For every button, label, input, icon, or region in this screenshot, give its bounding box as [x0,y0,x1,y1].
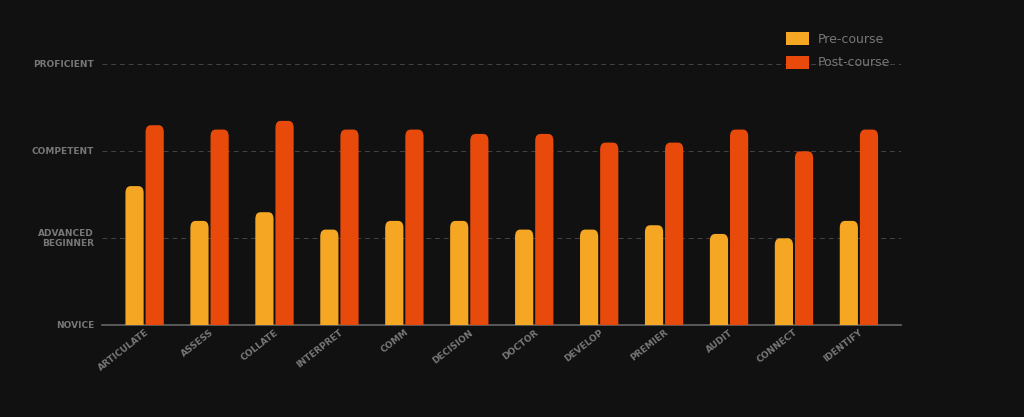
FancyBboxPatch shape [665,143,683,332]
FancyBboxPatch shape [536,134,553,332]
FancyBboxPatch shape [795,151,813,332]
FancyBboxPatch shape [580,230,598,332]
FancyBboxPatch shape [275,121,294,332]
FancyBboxPatch shape [515,230,534,332]
FancyBboxPatch shape [645,225,664,332]
FancyBboxPatch shape [710,234,728,332]
FancyBboxPatch shape [211,130,228,332]
FancyBboxPatch shape [860,130,878,332]
FancyBboxPatch shape [840,221,858,332]
FancyBboxPatch shape [145,125,164,332]
FancyBboxPatch shape [730,130,749,332]
FancyBboxPatch shape [340,130,358,332]
FancyBboxPatch shape [255,212,273,332]
FancyBboxPatch shape [321,230,339,332]
FancyBboxPatch shape [775,238,793,332]
FancyBboxPatch shape [385,221,403,332]
FancyBboxPatch shape [600,143,618,332]
FancyBboxPatch shape [470,134,488,332]
Legend: Pre-course, Post-course: Pre-course, Post-course [781,27,895,74]
FancyBboxPatch shape [190,221,209,332]
FancyBboxPatch shape [451,221,468,332]
FancyBboxPatch shape [126,186,143,332]
FancyBboxPatch shape [406,130,424,332]
